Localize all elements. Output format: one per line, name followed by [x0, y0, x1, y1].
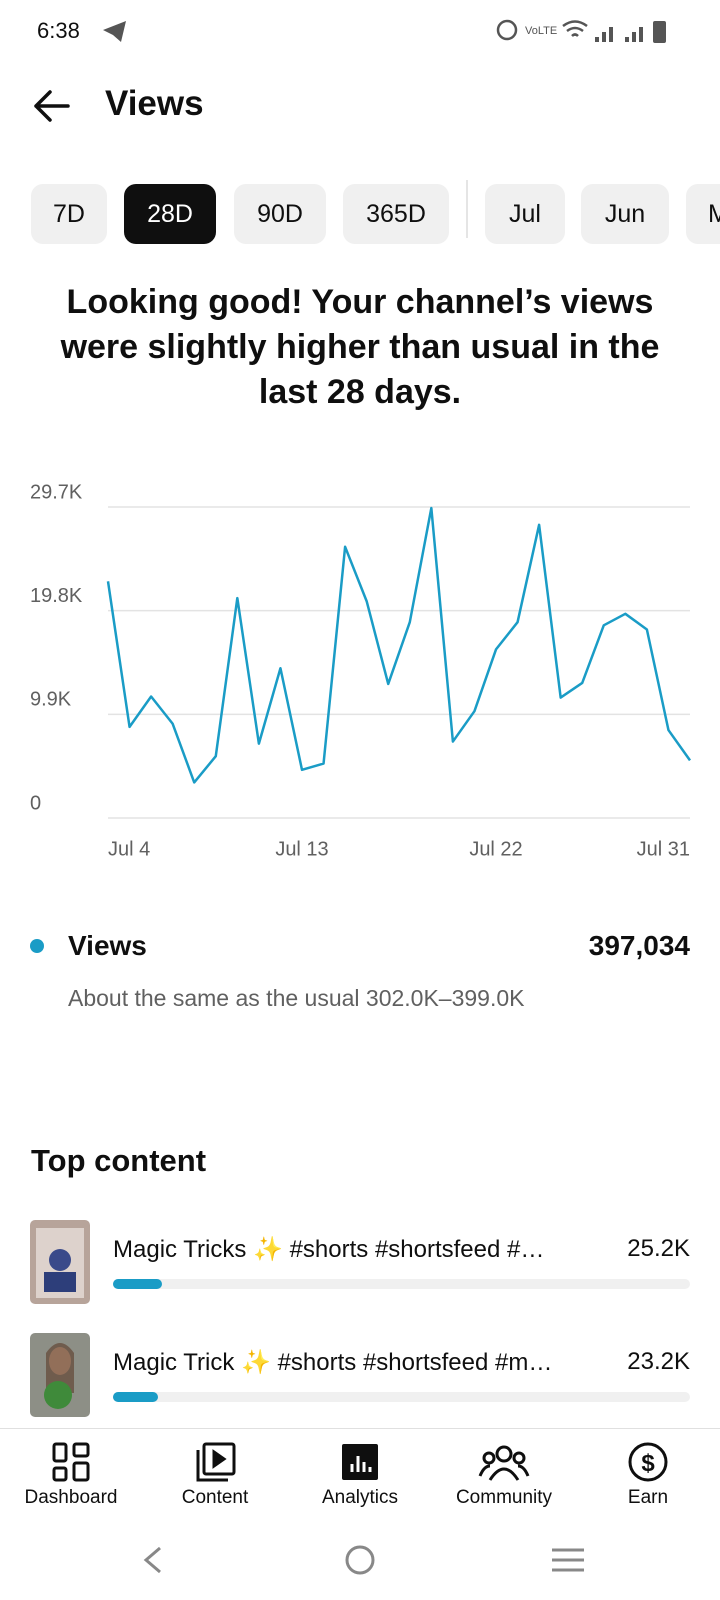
nav-icons: $	[52, 1442, 668, 1482]
nav-label[interactable]: Analytics	[321, 1487, 399, 1508]
tab[interactable]: 28D	[124, 184, 216, 244]
status-time: 6:38	[37, 18, 80, 43]
thumbnail[interactable]	[30, 1220, 90, 1304]
community-icon[interactable]	[478, 1445, 530, 1481]
x-tick-label: Jul 31	[637, 838, 690, 860]
headline: Looking good! Your channel’s views were …	[60, 283, 660, 411]
tab[interactable]: 365D	[343, 184, 449, 244]
sys-menu[interactable]	[552, 1548, 584, 1572]
total-views: 397,034	[588, 930, 690, 961]
content-icon[interactable]	[196, 1442, 236, 1482]
status-icons: VoLTE	[496, 19, 666, 43]
dashboard-icon[interactable]	[52, 1442, 90, 1482]
legend-label: Views	[68, 930, 147, 961]
back-button[interactable]	[30, 86, 74, 126]
y-tick-label: 19.8K	[30, 585, 83, 607]
telegram-icon	[103, 21, 126, 42]
svg-text:$: $	[641, 1450, 655, 1477]
nav-label[interactable]: Dashboard	[24, 1487, 118, 1508]
x-tick-label: Jul 13	[275, 838, 328, 860]
legend-dot	[30, 939, 44, 953]
tab-divider	[466, 180, 468, 238]
analytics-icon[interactable]	[342, 1444, 378, 1480]
section-title: Top content	[31, 1143, 207, 1178]
content-title[interactable]: Magic Tricks ✨ #shorts #shortsfeed #…	[113, 1236, 545, 1263]
tab[interactable]: M	[686, 184, 720, 244]
bar-fill	[113, 1279, 162, 1289]
tab[interactable]: 90D	[234, 184, 326, 244]
svg-text:VoLTE: VoLTE	[525, 25, 557, 37]
nav-label[interactable]: Earn	[627, 1487, 669, 1508]
y-tick-label: 0	[30, 792, 41, 814]
sys-home[interactable]	[345, 1545, 375, 1575]
tab[interactable]: Jul	[485, 184, 565, 244]
earn-icon[interactable]: $	[628, 1442, 668, 1482]
y-tick-label: 29.7K	[30, 481, 83, 503]
x-tick-label: Jul 22	[469, 838, 522, 860]
system-nav	[143, 1545, 584, 1575]
bar-track	[113, 1392, 690, 1402]
content-views: 23.2K	[627, 1348, 690, 1375]
summary-note: About the same as the usual 302.0K–399.0…	[68, 985, 525, 1011]
content-title[interactable]: Magic Trick ✨ #shorts #shortsfeed #m…	[113, 1349, 553, 1376]
y-tick-label: 9.9K	[30, 689, 72, 711]
chart: 0 9.9K 19.8K 29.7K Jul 4 Jul 13 Jul 22 Jul 31	[30, 481, 692, 860]
nav-label[interactable]: Community	[455, 1487, 553, 1508]
content-views: 25.2K	[627, 1235, 690, 1262]
nav-label[interactable]: Content	[181, 1487, 249, 1508]
bar-track	[113, 1279, 690, 1289]
x-tick-label: Jul 4	[108, 838, 150, 860]
sys-back[interactable]	[143, 1546, 161, 1574]
tab[interactable]: 7D	[31, 184, 107, 244]
tab[interactable]: Jun	[581, 184, 669, 244]
page-title: Views	[105, 84, 204, 123]
bar-fill	[113, 1392, 158, 1402]
thumbnail[interactable]	[30, 1333, 90, 1417]
line-series	[106, 506, 692, 784]
